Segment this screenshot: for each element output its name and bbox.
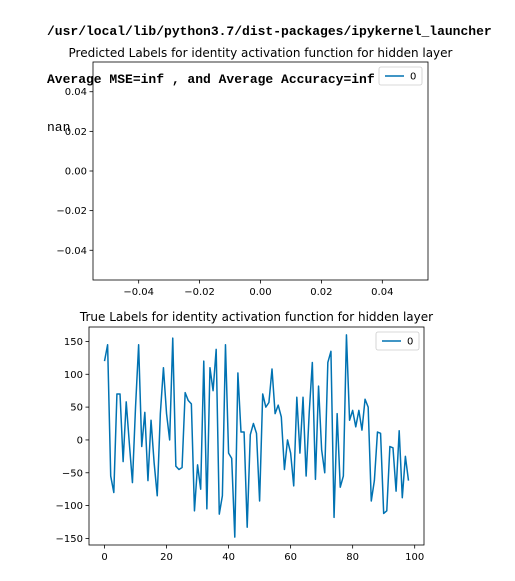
chart2-series-line-0 xyxy=(103,334,410,538)
chart1-y-tick-label: 0.02 xyxy=(65,127,87,138)
chart1-title: Predicted Labels for identity activation… xyxy=(69,46,453,60)
chart1-y-tick-label: −0.02 xyxy=(56,206,87,217)
chart2-legend-label: 0 xyxy=(407,337,413,348)
chart2-y-tick-label: −150 xyxy=(56,534,83,545)
chart1-legend-label: 0 xyxy=(410,72,416,83)
chart2-y-tick-label: 0 xyxy=(77,435,83,446)
chart2-x-tick-label: 60 xyxy=(284,552,297,563)
chart2-title: True Labels for identity activation func… xyxy=(79,310,433,324)
chart2-x-tick-label: 40 xyxy=(222,552,235,563)
chart2-x-tick-label: 100 xyxy=(405,552,424,563)
chart2-y-tick-label: 100 xyxy=(64,370,83,381)
chart2-axes-frame xyxy=(88,326,425,546)
chart1-x-tick-label: 0.00 xyxy=(249,287,271,298)
chart1-x-tick-label: −0.04 xyxy=(123,287,154,298)
chart2-x-tick-label: 80 xyxy=(346,552,359,563)
chart2-y-tick-label: 50 xyxy=(70,403,83,414)
chart1-x-tick-label: 0.04 xyxy=(371,287,393,298)
chart2-x-tick-label: 20 xyxy=(160,552,173,563)
console-output: /usr/local/lib/python3.7/dist-packages/i… xyxy=(47,0,515,152)
chart2-y-tick-label: −50 xyxy=(62,468,83,479)
chart2-y-tick-label: 150 xyxy=(64,337,83,348)
chart1-x-tick-label: 0.02 xyxy=(310,287,332,298)
chart1-x-tick-label: −0.02 xyxy=(184,287,215,298)
console-line-path: /usr/local/lib/python3.7/dist-packages/i… xyxy=(47,24,492,39)
chart1-axes-frame xyxy=(92,61,429,281)
console-line-average: Average MSE=inf , and Average Accuracy=i… xyxy=(47,72,375,87)
chart1-y-tick-label: −0.04 xyxy=(56,246,87,257)
chart1-y-tick-label: 0.00 xyxy=(65,167,87,178)
chart1-y-tick-label: 0.04 xyxy=(65,87,87,98)
chart2-y-tick-label: −100 xyxy=(56,501,83,512)
console-line-nan: nan xyxy=(47,120,71,135)
chart2-x-tick-label: 0 xyxy=(101,552,107,563)
